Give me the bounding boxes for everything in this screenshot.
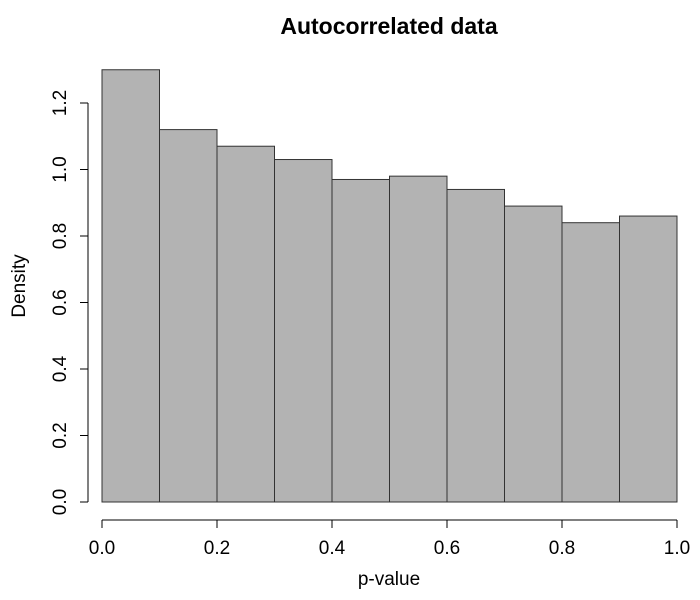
x-tick-label: 0.2 <box>204 538 230 559</box>
bar <box>446 188 505 503</box>
y-tick-label: 1.2 <box>50 90 71 116</box>
x-axis-label: p-value <box>358 569 420 590</box>
y-tick-label: 0.0 <box>50 489 71 515</box>
chart-title: Autocorrelated data <box>280 13 497 39</box>
bar <box>216 145 275 503</box>
x-tick-label: 0.8 <box>549 538 575 559</box>
y-tick-label: 1.0 <box>50 156 71 182</box>
x-tick-label: 0.4 <box>319 538 346 559</box>
y-tick-label: 0.2 <box>50 422 71 448</box>
y-axis-label: Density <box>9 254 30 318</box>
bar <box>331 178 390 503</box>
bar <box>389 175 448 503</box>
x-tick-label: 1.0 <box>664 538 690 559</box>
bar <box>274 159 333 503</box>
x-tick-label: 0.0 <box>89 538 115 559</box>
bar <box>561 222 620 503</box>
y-tick-label: 0.4 <box>50 355 71 382</box>
bar <box>504 205 563 503</box>
bar <box>159 129 218 503</box>
bar <box>619 215 678 503</box>
bar <box>101 69 160 503</box>
y-tick-label: 0.8 <box>50 223 71 249</box>
y-tick-label: 0.6 <box>50 289 71 315</box>
x-tick-label: 0.6 <box>434 538 460 559</box>
